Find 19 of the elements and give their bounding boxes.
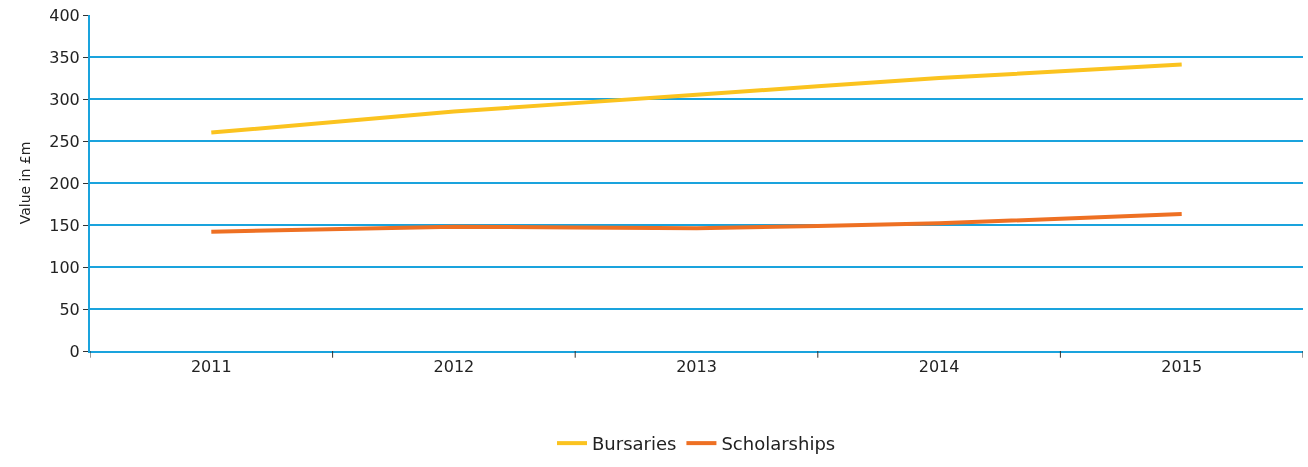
x-tick-label: 2011	[190, 357, 232, 377]
y-tick-label: 100	[49, 257, 80, 277]
y-tick-label: 300	[49, 89, 80, 109]
x-tick-label: 2015	[1161, 357, 1203, 377]
line-series	[209, 62, 1184, 135]
x-tick-label: 2012	[433, 357, 475, 377]
y-tick-label: 200	[49, 173, 80, 193]
y-tick-label: 150	[49, 215, 80, 235]
legend-label: Bursaries	[592, 433, 677, 455]
y-tick-label: 400	[49, 5, 80, 25]
legend-label: Scholarships	[721, 433, 836, 455]
x-tick-label: 2013	[676, 357, 717, 377]
line-series	[209, 212, 1184, 234]
y-axis-title: Value in £m	[17, 141, 34, 225]
y-tick-label: 0	[69, 341, 80, 361]
x-tick-label: 2014	[918, 357, 960, 377]
y-tick-label: 250	[49, 131, 80, 151]
y-tick-label: 350	[49, 47, 80, 67]
y-tick-label: 50	[59, 299, 80, 319]
